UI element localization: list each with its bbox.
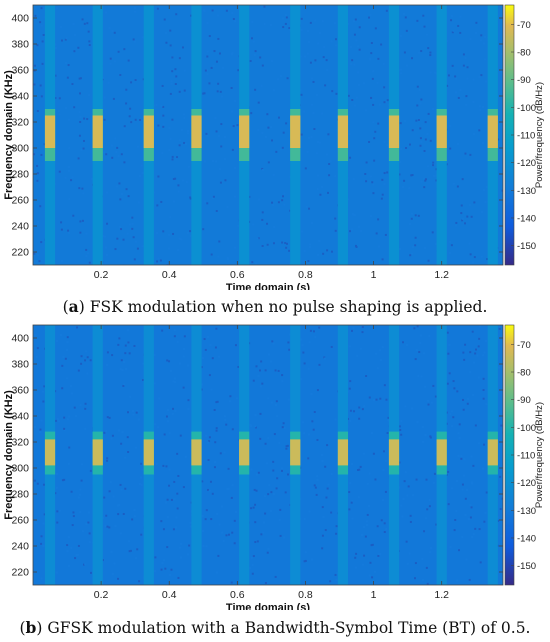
burst-10 xyxy=(487,5,498,265)
colorbar-label: Power/frequency (dB/Hz) xyxy=(534,82,545,188)
colorbar-tick-label: -120 xyxy=(517,158,536,169)
y-tick-label: 360 xyxy=(11,65,29,77)
y-tick-label: 340 xyxy=(11,411,29,423)
y-tick-label: 380 xyxy=(11,359,29,371)
x-tick-label: 0.8 xyxy=(298,589,313,601)
burst-9 xyxy=(436,5,447,265)
colorbar-tick-label: -110 xyxy=(517,451,535,462)
colorbar-tick-label: -150 xyxy=(517,241,536,252)
burst-layer xyxy=(44,325,498,585)
burst-6 xyxy=(290,5,301,265)
x-axis-label: Time domain (s) xyxy=(226,602,310,610)
colorbar-label: Power/frequency (dB/Hz) xyxy=(534,402,545,508)
y-tick-label: 260 xyxy=(11,515,29,527)
colorbar-tick-label: -70 xyxy=(517,340,531,351)
colorbar-tick-label: -100 xyxy=(517,423,536,434)
y-tick-label: 240 xyxy=(11,221,29,233)
colorbar-tick-label: -120 xyxy=(517,478,536,489)
colorbar-tick-label: -140 xyxy=(517,213,536,224)
burst-layer xyxy=(44,5,498,265)
y-tick-label: 400 xyxy=(11,333,29,345)
x-tick-label: 0.2 xyxy=(94,589,109,601)
colorbar-tick-label: -110 xyxy=(517,131,535,142)
x-tick-label: 0.4 xyxy=(162,589,177,601)
y-tick-label: 220 xyxy=(11,567,29,579)
y-tick-label: 320 xyxy=(11,117,29,129)
y-axis-label: Frequency domain (KHz) xyxy=(3,70,15,200)
burst-3 xyxy=(143,325,154,585)
burst-5 xyxy=(239,325,250,585)
colorbar-tick-label: -80 xyxy=(517,368,531,379)
y-tick-label: 280 xyxy=(11,169,29,181)
x-tick-label: 0.8 xyxy=(298,269,313,281)
caption-text-b: GFSK modulation with a Bandwidth-Symbol … xyxy=(47,619,531,637)
burst-6 xyxy=(290,325,301,585)
colorbar-tick-label: -90 xyxy=(517,75,531,86)
y-tick-label: 320 xyxy=(11,437,29,449)
burst-2 xyxy=(92,325,103,585)
colorbar-tick-label: -140 xyxy=(517,533,536,544)
burst-2 xyxy=(92,5,103,265)
axes-frame xyxy=(32,324,504,586)
y-tick-label: 280 xyxy=(11,489,29,501)
burst-9 xyxy=(436,325,447,585)
caption-label-b: b xyxy=(25,618,37,637)
burst-8 xyxy=(388,5,400,265)
y-tick-label: 360 xyxy=(11,385,29,397)
x-tick-label: 0.6 xyxy=(230,269,245,281)
y-axis-label: Frequency domain (KHz) xyxy=(3,390,15,520)
burst-5 xyxy=(239,5,250,265)
noise-texture xyxy=(33,325,503,585)
burst-3 xyxy=(143,5,154,265)
colorbar-tick-label: -150 xyxy=(517,561,536,572)
burst-10 xyxy=(487,325,498,585)
x-tick-label: 1 xyxy=(371,269,377,281)
y-tick-label: 400 xyxy=(11,13,29,25)
colorbar-tick-label: -70 xyxy=(517,20,531,31)
colorbar-tick-label: -130 xyxy=(517,506,536,517)
caption-a: (a) FSK modulation when no pulse shaping… xyxy=(62,297,488,316)
burst-1 xyxy=(44,325,56,585)
spectrogram-panel-b: 220 240 260 280 300 320 340 360 380 400 0.2 0.4 0.6 0… xyxy=(3,324,545,610)
x-tick-label: 1.2 xyxy=(434,589,449,601)
x-tick-label: 0.2 xyxy=(94,269,109,281)
y-tick-label: 300 xyxy=(11,143,29,155)
x-tick-label: 0.6 xyxy=(230,589,245,601)
burst-1 xyxy=(44,5,56,265)
colorbar-tick-label: -80 xyxy=(517,48,531,59)
y-tick-label: 240 xyxy=(11,541,29,553)
y-tick-label: 380 xyxy=(11,39,29,51)
x-axis-label: Time domain (s) xyxy=(226,282,310,290)
caption-text-a: FSK modulation when no pulse shaping is … xyxy=(89,298,488,316)
burst-7 xyxy=(337,325,349,585)
y-tick-label: 220 xyxy=(11,247,29,259)
caption-label-a: a xyxy=(68,297,79,316)
y-tick-label: 340 xyxy=(11,91,29,103)
spectrogram-background xyxy=(33,325,503,585)
burst-4 xyxy=(191,325,202,585)
burst-7 xyxy=(337,5,349,265)
colorbar-tick-label: -90 xyxy=(517,395,531,406)
x-tick-label: 1 xyxy=(371,589,377,601)
spectrogram-panel-a: 220 240 260 280 300 320 340 360 380 400 0.2 0.4 0.6 0… xyxy=(3,4,545,290)
caption-b: (b) GFSK modulation with a Bandwidth-Sym… xyxy=(19,618,531,637)
burst-4 xyxy=(191,5,202,265)
spectrogram-background xyxy=(33,5,503,265)
colorbar-tick-label: -130 xyxy=(517,186,536,197)
burst-8 xyxy=(388,325,400,585)
colorbar-tick-label: -100 xyxy=(517,103,536,114)
x-tick-label: 1.2 xyxy=(434,269,449,281)
axes-frame xyxy=(32,4,504,266)
y-tick-label: 260 xyxy=(11,195,29,207)
x-tick-label: 0.4 xyxy=(162,269,177,281)
y-tick-label: 300 xyxy=(11,463,29,475)
